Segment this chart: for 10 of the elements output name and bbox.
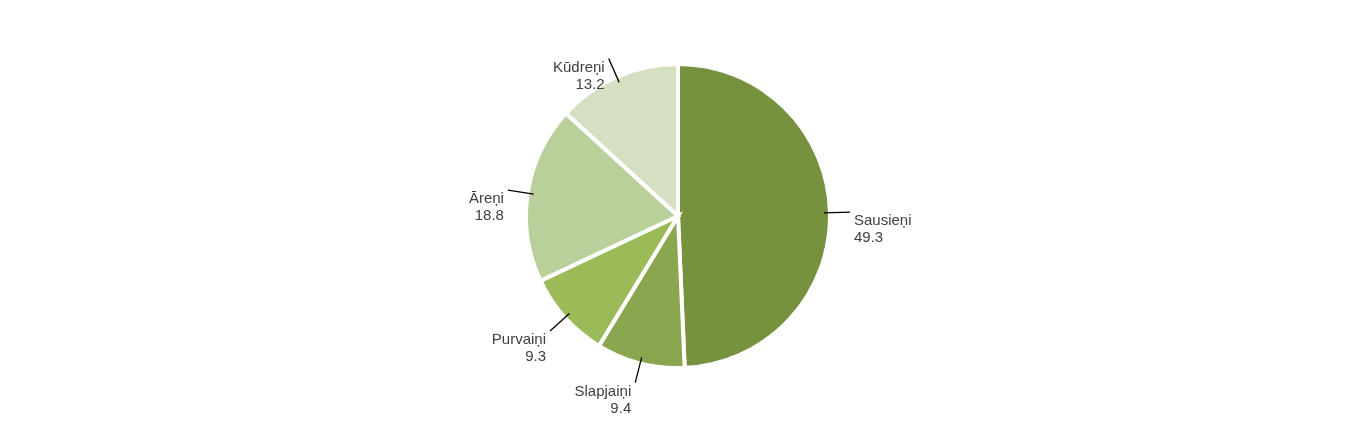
data-label: 49.3 — [853, 228, 884, 246]
slice-label: Purvaiņi — [491, 329, 547, 347]
slice-label: Sausieņi — [853, 211, 912, 229]
data-label: 13.2 — [575, 74, 605, 92]
slice-label: Slapjaiņi — [574, 381, 632, 399]
data-label: 9.4 — [610, 398, 632, 416]
data-label: 18.8 — [474, 206, 504, 224]
data-label: 9.3 — [525, 346, 547, 364]
slice-label: Āreņi — [468, 189, 504, 207]
slice-label: Kūdreņi — [553, 57, 605, 75]
